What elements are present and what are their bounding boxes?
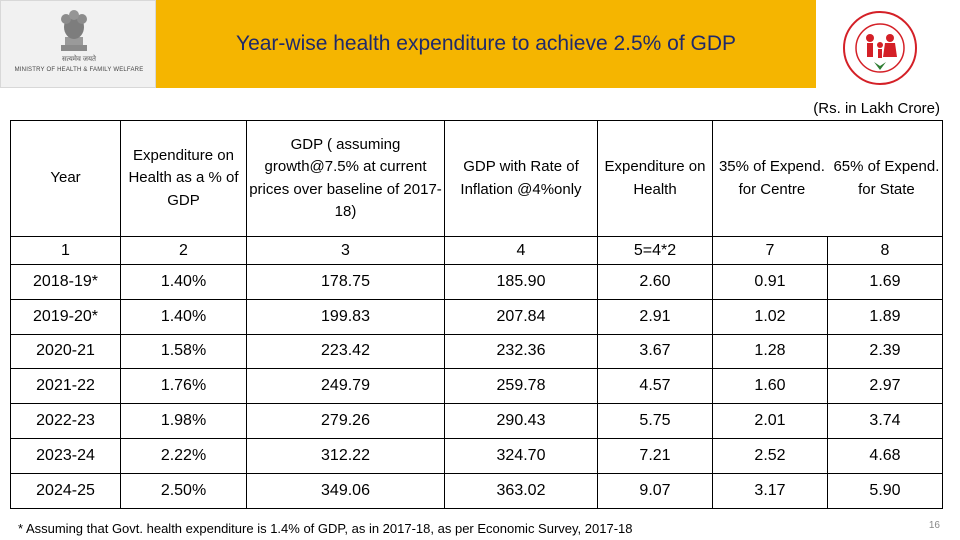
table-row: 2018-19* 1.40% 178.75 185.90 2.60 0.91 1… (10, 264, 943, 300)
year-cell: 2021-22 (10, 368, 121, 405)
expenditure-cell: 3.67 (597, 333, 713, 370)
footnote: * Assuming that Govt. health expenditure… (18, 521, 633, 536)
ministry-logo-panel: सत्यमेव जयते MINISTRY OF HEALTH & FAMILY… (0, 0, 156, 88)
centre-cell: 1.28 (712, 333, 828, 370)
pct-gdp-cell: 1.98% (120, 403, 247, 439)
col-index: 4 (444, 236, 598, 265)
gdp-inflation-cell: 232.36 (444, 333, 598, 370)
col-header-expenditure-pct-gdp: Expenditure on Health as a % of GDP (120, 120, 247, 237)
year-cell: 2018-19* (10, 264, 121, 300)
pct-gdp-cell: 1.76% (120, 368, 247, 405)
col-header-year: Year (10, 120, 121, 237)
gdp-inflation-cell: 259.78 (444, 368, 598, 405)
col-header-gdp-inflation: GDP with Rate of Inflation @4%only (444, 120, 598, 237)
centre-cell: 2.01 (712, 403, 828, 439)
units-label: (Rs. in Lakh Crore) (813, 100, 940, 117)
gdp-growth-cell: 349.06 (246, 472, 445, 509)
ministry-name: MINISTRY OF HEALTH & FAMILY WELFARE (14, 67, 144, 73)
gdp-inflation-cell: 290.43 (444, 403, 598, 439)
col-header-gdp-growth: GDP ( assuming growth@7.5% at current pr… (246, 120, 445, 237)
gdp-inflation-cell: 363.02 (444, 472, 598, 509)
year-cell: 2019-20* (10, 298, 121, 335)
col-header-state: 65% of Expend. for State (833, 158, 940, 198)
state-cell: 5.90 (827, 472, 943, 509)
state-cell: 3.74 (827, 403, 943, 439)
gdp-growth-cell: 312.22 (246, 437, 445, 474)
emblem-motto: सत्यमेव जयते (61, 56, 97, 63)
col-header-centre-state: 35% of Expend. for Centre 65% of Expend.… (712, 120, 943, 237)
page-title: Year-wise health expenditure to achieve … (235, 32, 737, 55)
pct-gdp-cell: 1.58% (120, 333, 247, 370)
state-cell: 1.89 (827, 298, 943, 335)
pct-gdp-cell: 1.40% (120, 298, 247, 335)
nhm-logo (830, 8, 930, 88)
gdp-inflation-cell: 324.70 (444, 437, 598, 474)
pct-gdp-cell: 2.50% (120, 472, 247, 509)
title-bar: Year-wise health expenditure to achieve … (156, 0, 816, 88)
table-row: 2023-24 2.22% 312.22 324.70 7.21 2.52 4.… (10, 437, 943, 474)
col-index: 5=4*2 (597, 236, 713, 265)
centre-cell: 1.60 (712, 368, 828, 405)
column-index-row: 1 2 3 4 5=4*2 7 8 (10, 236, 943, 265)
nhm-emblem-icon (843, 11, 917, 85)
gdp-growth-cell: 249.79 (246, 368, 445, 405)
gdp-growth-cell: 178.75 (246, 264, 445, 300)
col-index: 3 (246, 236, 445, 265)
table-row: 2024-25 2.50% 349.06 363.02 9.07 3.17 5.… (10, 472, 943, 509)
page-number: 16 (928, 520, 940, 531)
health-expenditure-table: Year Expenditure on Health as a % of GDP… (10, 120, 943, 509)
year-cell: 2024-25 (10, 472, 121, 509)
col-index: 8 (827, 236, 943, 265)
col-header-centre: 35% of Expend. for Centre (718, 158, 825, 198)
table-row: 2022-23 1.98% 279.26 290.43 5.75 2.01 3.… (10, 403, 943, 439)
expenditure-cell: 2.91 (597, 298, 713, 335)
table-header-row: Year Expenditure on Health as a % of GDP… (10, 120, 943, 237)
col-index: 1 (10, 236, 121, 265)
year-cell: 2022-23 (10, 403, 121, 439)
centre-cell: 2.52 (712, 437, 828, 474)
gdp-inflation-cell: 207.84 (444, 298, 598, 335)
col-index: 7 (712, 236, 828, 265)
state-cell: 1.69 (827, 264, 943, 300)
gdp-growth-cell: 279.26 (246, 403, 445, 439)
pct-gdp-cell: 1.40% (120, 264, 247, 300)
gdp-growth-cell: 199.83 (246, 298, 445, 335)
expenditure-cell: 4.57 (597, 368, 713, 405)
state-cell: 2.39 (827, 333, 943, 370)
centre-cell: 3.17 (712, 472, 828, 509)
year-cell: 2020-21 (10, 333, 121, 370)
pct-gdp-cell: 2.22% (120, 437, 247, 474)
expenditure-cell: 7.21 (597, 437, 713, 474)
col-index: 2 (120, 236, 247, 265)
col-header-expenditure: Expenditure on Health (597, 120, 713, 237)
gdp-inflation-cell: 185.90 (444, 264, 598, 300)
table-row: 2020-21 1.58% 223.42 232.36 3.67 1.28 2.… (10, 333, 943, 370)
expenditure-cell: 2.60 (597, 264, 713, 300)
table-row: 2021-22 1.76% 249.79 259.78 4.57 1.60 2.… (10, 368, 943, 405)
expenditure-cell: 5.75 (597, 403, 713, 439)
expenditure-cell: 9.07 (597, 472, 713, 509)
year-cell: 2023-24 (10, 437, 121, 474)
state-cell: 2.97 (827, 368, 943, 405)
state-cell: 4.68 (827, 437, 943, 474)
national-emblem-icon (61, 10, 87, 51)
centre-cell: 0.91 (712, 264, 828, 300)
gdp-growth-cell: 223.42 (246, 333, 445, 370)
table-row: 2019-20* 1.40% 199.83 207.84 2.91 1.02 1… (10, 298, 943, 335)
centre-cell: 1.02 (712, 298, 828, 335)
